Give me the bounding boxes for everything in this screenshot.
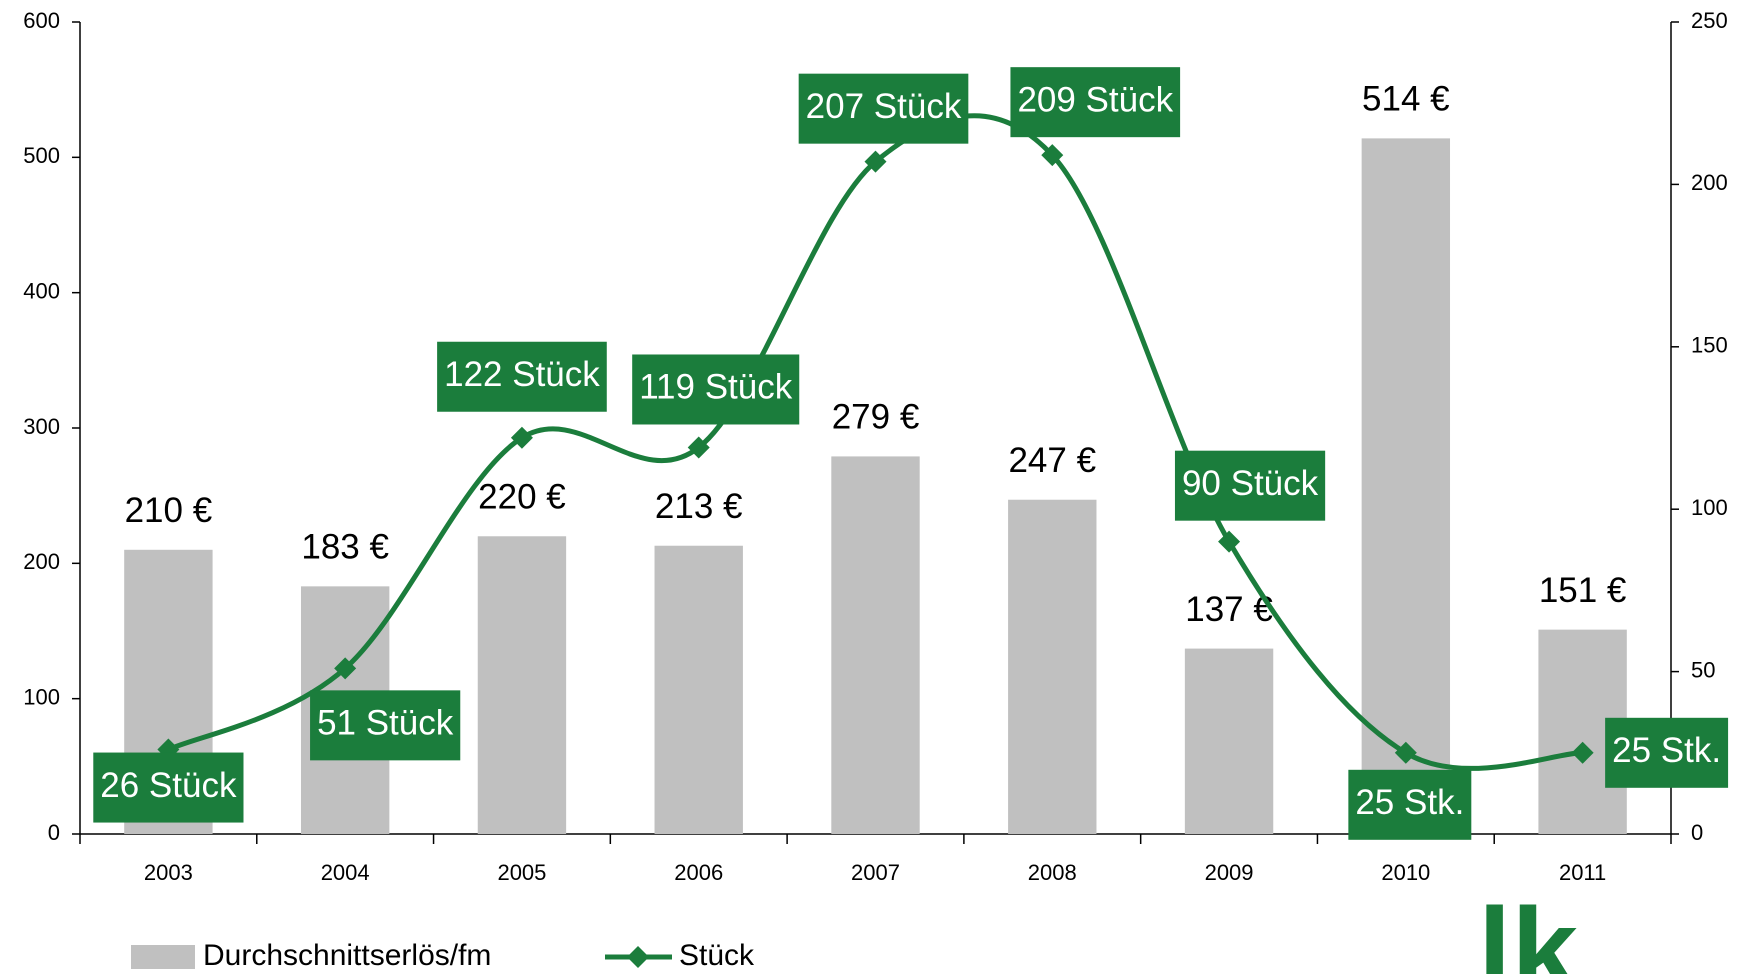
x-tick-label: 2005 [497,860,546,885]
bar-value-label: 213 € [655,487,743,526]
legend-marker [627,946,649,968]
line-value-label: 209 Stück [1017,80,1173,119]
marker [510,426,533,449]
x-tick-label: 2011 [1559,860,1606,885]
line-value-label: 51 Stück [317,704,454,743]
bar-value-label: 151 € [1539,571,1627,610]
line-value-label: 90 Stück [1182,464,1319,503]
logo: lk [1478,884,1578,974]
line-label-box [632,354,800,425]
x-tick-label: 2010 [1381,860,1430,885]
bar-value-label: 279 € [832,398,920,437]
y-tick-label: 0 [48,820,60,845]
legend-label: Stück [679,939,755,972]
bar [654,545,743,834]
line-value-label: 25 Stk. [1355,783,1464,822]
marker [334,657,357,680]
marker [864,150,887,173]
bar-value-label: 247 € [1008,441,1096,480]
bar-value-label: 220 € [478,478,566,517]
line-label-box [1174,450,1326,521]
line-label-box [310,690,461,761]
marker [1571,741,1594,764]
y-tick-label: 300 [23,414,60,439]
line-label-box [1605,717,1729,788]
y2-tick-label: 200 [1691,170,1728,195]
y2-tick-label: 100 [1691,495,1728,520]
marker [687,436,710,459]
bar [1008,499,1097,834]
line-label-box [1348,769,1472,840]
line-value-label: 25 Stk. [1612,731,1721,770]
bar-value-label: 183 € [301,528,389,567]
x-tick-label: 2006 [674,860,723,885]
marker [1218,530,1241,553]
line-label-box [93,752,244,823]
y2-tick-label: 50 [1691,657,1715,682]
x-tick-label: 2009 [1205,860,1254,885]
bar-value-label: 514 € [1362,80,1450,119]
legend-swatch [131,945,195,969]
y-tick-label: 500 [23,143,60,168]
y2-tick-label: 0 [1691,820,1703,845]
y-tick-label: 400 [23,278,60,303]
bar [1361,138,1451,835]
marker [1394,741,1417,764]
y-tick-label: 600 [23,8,60,33]
y2-tick-label: 150 [1691,333,1728,358]
x-tick-label: 2003 [144,860,193,885]
line-label-box [437,341,607,412]
bar [1184,648,1274,834]
line-value-label: 122 Stück [444,355,600,394]
x-tick-label: 2004 [321,860,370,885]
bar-value-label: 137 € [1185,590,1273,629]
marker [1041,144,1064,167]
bar [477,536,567,834]
line-label-box [1010,67,1181,138]
line-value-label: 207 Stück [806,87,962,126]
y-tick-label: 200 [23,549,60,574]
y-tick-label: 100 [23,684,60,709]
x-tick-label: 2008 [1028,860,1077,885]
line-label-box [798,73,969,144]
line-value-label: 119 Stück [639,368,793,407]
legend-label: Durchschnittserlös/fm [203,939,491,972]
y2-tick-label: 250 [1691,8,1728,33]
line-value-label: 26 Stück [100,766,237,805]
bar [831,456,920,834]
x-tick-label: 2007 [851,860,900,885]
bar-value-label: 210 € [125,491,213,530]
